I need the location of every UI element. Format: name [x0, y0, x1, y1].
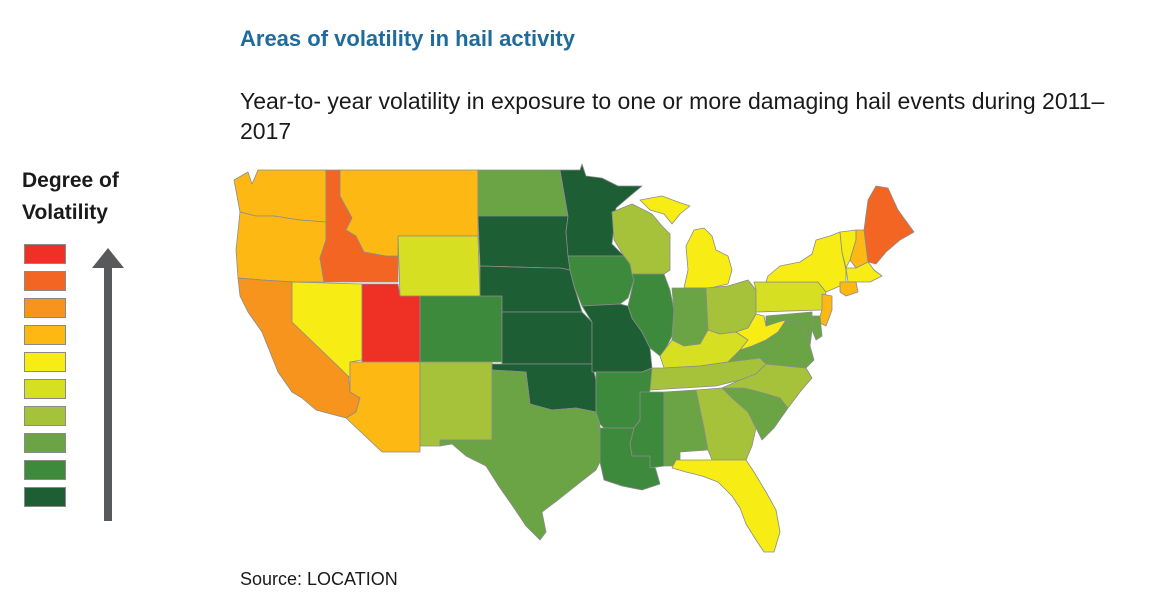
arrow-up-icon	[92, 248, 124, 521]
state-NJ	[817, 293, 833, 327]
state-NC	[721, 363, 813, 409]
state-OR	[235, 211, 327, 283]
state-NE	[479, 265, 583, 313]
state-MD	[765, 311, 813, 347]
legend-title: Degree of Volatility	[22, 165, 119, 229]
state-ME	[863, 185, 915, 265]
legend-swatch-4	[24, 325, 66, 345]
state-FL	[671, 459, 781, 553]
state-KS	[501, 311, 593, 365]
state-MI-lower	[683, 227, 733, 289]
state-PA	[753, 281, 827, 313]
state-OH	[705, 279, 757, 335]
state-WY	[397, 235, 481, 297]
state-UT	[361, 283, 421, 363]
state-TX	[439, 369, 601, 541]
legend-swatch-10	[24, 487, 66, 507]
legend-swatch-6	[24, 379, 66, 399]
state-WI	[611, 203, 671, 275]
state-CO	[419, 295, 503, 363]
source-note: Source: LOCATION	[240, 569, 398, 589]
legend-swatch-8	[24, 433, 66, 453]
legend-swatch-9	[24, 460, 66, 480]
state-IN	[671, 287, 709, 347]
state-ND	[477, 169, 569, 217]
legend-title-line1: Degree of	[22, 169, 119, 192]
legend-swatch-7	[24, 406, 66, 426]
state-SD	[477, 215, 571, 271]
legend-swatch-5	[24, 352, 66, 372]
legend-swatch-1	[24, 244, 66, 264]
state-AZ	[345, 361, 421, 453]
chart-title: Areas of volatility in hail activity	[240, 26, 575, 51]
state-NM	[419, 361, 493, 447]
legend-swatch-3	[24, 298, 66, 318]
state-DE	[811, 315, 823, 341]
state-MA	[845, 261, 883, 283]
state-CT	[839, 281, 859, 297]
legend-title-line2: Volatility	[22, 201, 108, 224]
chart-subtitle: Year-to- year volatility in exposure to …	[240, 88, 1105, 144]
legend-swatch-2	[24, 271, 66, 291]
state-MN	[559, 163, 643, 257]
state-MI	[639, 195, 691, 225]
legend-scale	[24, 244, 66, 514]
